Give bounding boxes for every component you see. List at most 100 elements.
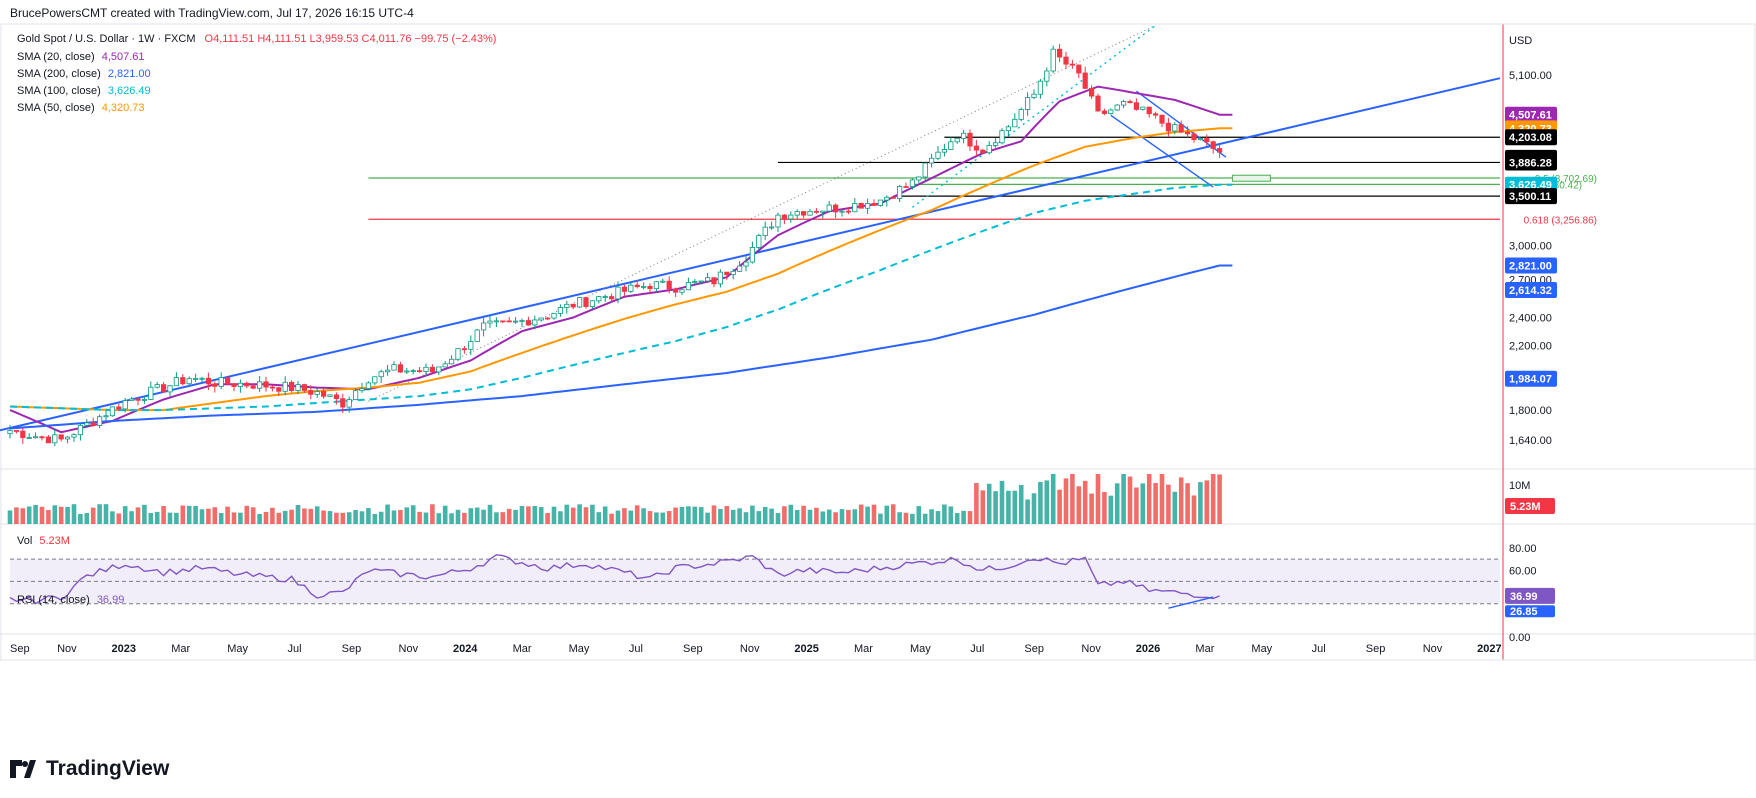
volume-bar xyxy=(1114,483,1120,524)
candle xyxy=(609,296,615,300)
candle xyxy=(909,179,916,187)
legend-sma100[interactable]: SMA (100, close) 3,626.49 xyxy=(17,85,151,97)
candle xyxy=(941,149,948,153)
volume-bar xyxy=(212,507,218,524)
rsi-second-marker xyxy=(1505,605,1555,618)
volume-bar xyxy=(935,511,941,524)
candle xyxy=(993,142,999,146)
legend-volume[interactable]: Vol 5.23M xyxy=(17,535,70,547)
volume-bar xyxy=(750,505,755,524)
candle xyxy=(224,377,231,385)
candle xyxy=(1082,72,1088,89)
time-axis-label: Jul xyxy=(1312,643,1326,655)
candle xyxy=(999,130,1005,144)
volume-bar xyxy=(231,512,237,524)
legend-sma200[interactable]: SMA (200, close) 2,821.00 xyxy=(17,68,151,80)
volume-bar xyxy=(1210,474,1216,524)
candle xyxy=(65,436,71,440)
candle xyxy=(1114,104,1120,111)
time-axis-label: Nov xyxy=(57,643,77,655)
volume-bar xyxy=(449,513,454,524)
price-marker-label: 2,821.00 xyxy=(1509,261,1552,273)
time-axis-label: Mar xyxy=(1195,643,1214,655)
legend-sma50[interactable]: SMA (50, close) 4,320.73 xyxy=(17,102,145,114)
candle xyxy=(1012,118,1018,128)
candle xyxy=(897,186,903,199)
time-axis-label: Nov xyxy=(1423,643,1443,655)
price-marker xyxy=(1505,281,1557,298)
volume-bar xyxy=(545,513,550,524)
candle xyxy=(980,149,986,154)
candle xyxy=(551,312,557,319)
tradingview-logo[interactable]: TradingView xyxy=(10,757,169,781)
candle xyxy=(519,320,525,322)
volume-last-marker xyxy=(1505,498,1555,514)
candle xyxy=(397,364,404,373)
volume-bar xyxy=(129,511,134,524)
candle xyxy=(525,320,532,326)
price-marker xyxy=(1505,154,1557,171)
volume-bar xyxy=(167,512,173,524)
volume-bar xyxy=(743,512,749,524)
sma200-label: SMA (200, close) xyxy=(17,68,101,80)
time-axis-label: 2025 xyxy=(794,643,818,655)
chart-frame xyxy=(0,23,1756,661)
volume-bar xyxy=(1204,480,1210,524)
volume-bar xyxy=(372,513,378,524)
volume-bar xyxy=(353,510,358,524)
volume-bar xyxy=(462,512,467,524)
candle xyxy=(154,384,160,388)
candle xyxy=(33,436,39,439)
time-axis-label: Sep xyxy=(1024,643,1044,655)
candle xyxy=(116,406,122,410)
volume-bar xyxy=(110,511,115,524)
candle xyxy=(929,157,935,164)
candle xyxy=(58,434,64,440)
volume-bar xyxy=(903,512,909,524)
candle xyxy=(705,277,711,282)
time-axis-label: Jul xyxy=(629,643,643,655)
price-marker xyxy=(1505,370,1557,387)
volume-bar xyxy=(276,512,282,524)
volume-bar xyxy=(270,507,275,524)
volume-bar xyxy=(922,513,928,524)
candle xyxy=(1217,148,1223,153)
volume-bar xyxy=(26,506,32,524)
time-axis-label: May xyxy=(910,643,931,655)
candle xyxy=(301,384,308,391)
legend-sma20[interactable]: SMA (20, close) 4,507.61 xyxy=(17,51,145,63)
volume-bar xyxy=(794,509,800,524)
volume-bar xyxy=(1082,480,1088,524)
volume-bar xyxy=(39,506,45,524)
volume-bar xyxy=(135,507,141,524)
candle xyxy=(250,385,256,389)
time-axis-label: Jul xyxy=(287,643,301,655)
price-axis-tick: 3,000.00 xyxy=(1509,241,1552,253)
volume-bar xyxy=(1095,474,1101,524)
sma100-label: SMA (100, close) xyxy=(17,85,101,97)
volume-bar xyxy=(980,490,986,524)
volume-bar xyxy=(308,508,314,524)
volume-bar xyxy=(7,510,13,524)
legend-rsi[interactable]: RSI (14, close) 36.99 xyxy=(17,594,124,606)
candle xyxy=(378,371,384,378)
candle xyxy=(404,370,410,373)
candle xyxy=(788,214,794,220)
volume-bar xyxy=(1134,487,1139,524)
volume-bar xyxy=(180,505,186,524)
candle xyxy=(500,320,506,323)
volume-bar xyxy=(999,480,1005,524)
candle xyxy=(1076,64,1082,74)
price-marker xyxy=(1505,129,1557,146)
volume-bar xyxy=(596,512,602,524)
price-axis-tick: 2,400.00 xyxy=(1509,312,1552,324)
volume-bar xyxy=(1044,480,1050,524)
chart-credit: BrucePowersCMT created with TradingView.… xyxy=(10,6,414,20)
candle xyxy=(474,329,480,342)
sma-line xyxy=(9,183,1233,412)
candle xyxy=(340,398,346,408)
candle xyxy=(423,366,429,372)
candle xyxy=(20,430,26,438)
candle xyxy=(186,378,192,385)
